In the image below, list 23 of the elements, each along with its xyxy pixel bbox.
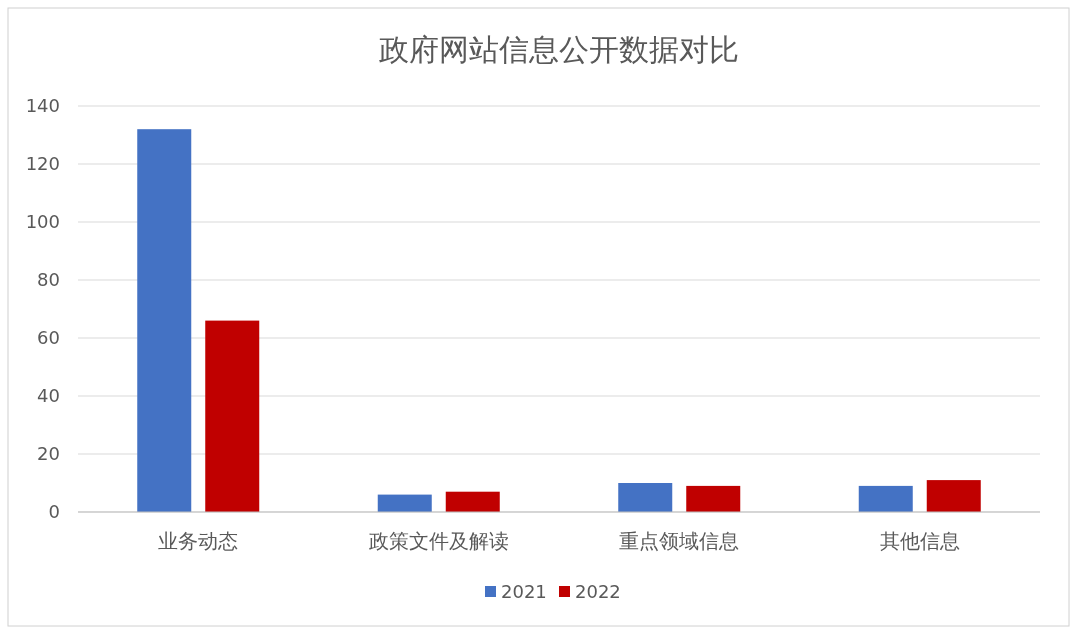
bar: [618, 483, 673, 512]
bar: [205, 320, 260, 512]
y-tick-label: 0: [48, 501, 60, 523]
bar: [858, 485, 913, 512]
y-tick-label: 100: [25, 211, 60, 233]
y-tick-label: 20: [37, 443, 60, 465]
legend-label: 2022: [575, 581, 621, 603]
bar: [377, 494, 432, 512]
bar: [926, 480, 981, 512]
y-tick-label: 140: [25, 95, 60, 117]
x-tick-label: 政策文件及解读: [368, 529, 509, 553]
y-tick-label: 40: [37, 385, 60, 407]
y-tick-label: 120: [25, 153, 60, 175]
x-tick-label: 业务动态: [158, 529, 239, 553]
legend-label: 2021: [501, 581, 547, 603]
bar: [445, 491, 500, 512]
y-tick-label: 80: [37, 269, 60, 291]
y-tick-label: 60: [37, 327, 60, 349]
bar: [137, 129, 192, 512]
x-tick-label: 重点领域信息: [619, 529, 740, 553]
bar: [686, 485, 741, 512]
chart-title: 政府网站信息公开数据对比: [379, 32, 739, 67]
x-tick-label: 其他信息: [879, 529, 960, 553]
